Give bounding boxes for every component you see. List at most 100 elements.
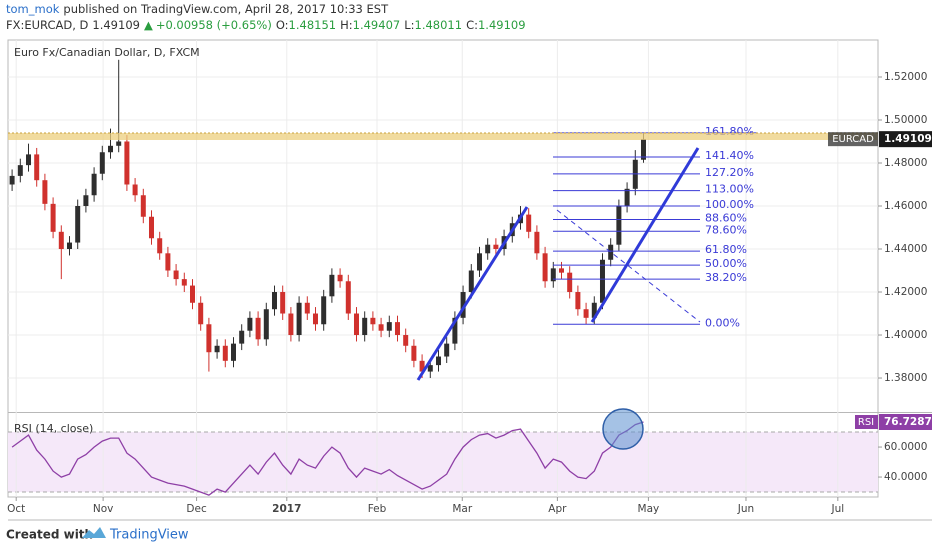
candle-body [148, 216, 154, 239]
price-tag: 1.49109 [884, 133, 932, 145]
published: published on TradingView.com, April 28, … [63, 2, 389, 16]
candle-body [124, 141, 130, 185]
candle-body [157, 238, 163, 254]
candle-body [198, 302, 204, 325]
last-price: 1.49109 [92, 18, 140, 32]
x-tick-label: May [638, 503, 660, 515]
x-tick-label: Jul [830, 503, 844, 515]
candle-body [263, 309, 269, 340]
fib-label: 127.20% [705, 166, 754, 179]
candle-body [468, 270, 474, 293]
candle-body [476, 253, 482, 271]
chart-frame [7, 39, 879, 498]
brand: TradingView [109, 528, 189, 543]
candle-body [206, 324, 212, 353]
resistance-band [8, 133, 878, 140]
candle-body [99, 152, 105, 174]
candle-body [640, 139, 646, 160]
fib-trend [556, 209, 701, 323]
candle-body [460, 292, 466, 318]
symbol-tag-box [828, 132, 878, 147]
author: tom_mok [6, 2, 60, 16]
x-tick-label: Dec [186, 503, 207, 515]
candle-body [403, 335, 409, 346]
rsi-line [11, 421, 644, 496]
fib-label: 100.00% [705, 198, 754, 211]
candle-body [419, 360, 425, 372]
candle-body [444, 343, 450, 357]
candle-body [83, 195, 89, 207]
candle-body [312, 313, 318, 325]
y-tick-label: 40.0000 [884, 471, 927, 483]
candle-body [230, 343, 236, 361]
c-value: 1.49109 [478, 18, 526, 32]
x-tick-label: Oct [7, 503, 25, 515]
candle-body [526, 214, 532, 232]
h-label: H: [340, 18, 353, 32]
trend-line [416, 206, 529, 381]
x-tick-label: Mar [452, 503, 472, 515]
publish-line: tom_mok published on TradingView.com, Apr… [6, 2, 389, 16]
candle-body [616, 206, 622, 245]
candle-body [386, 322, 392, 331]
candle-body [591, 302, 597, 318]
candle-body [25, 154, 31, 166]
y-tick-label: 1.38000 [884, 372, 927, 384]
candle-body [567, 272, 573, 293]
candle-body [452, 317, 458, 344]
candle-body [75, 206, 81, 243]
candle-body [222, 345, 228, 361]
candle-body [189, 285, 195, 303]
candle-body [116, 141, 122, 146]
candle-body [132, 184, 138, 196]
candle-body [280, 292, 286, 314]
candle-body [17, 165, 23, 176]
symbol: FX:EURCAD, D [6, 18, 89, 32]
candle-body [165, 253, 171, 271]
fib-label: 141.40% [705, 149, 754, 162]
rsi-value-box [879, 414, 932, 430]
candle-body [345, 281, 351, 314]
x-tick-label: Feb [368, 503, 387, 515]
candle-body [107, 145, 113, 153]
candle-body [353, 313, 359, 336]
fib-label: 50.00% [705, 257, 747, 270]
x-tick-label: Jun [737, 503, 754, 515]
candle-body [550, 268, 556, 282]
y-tick-label: 1.50000 [884, 114, 927, 126]
trend-line [590, 147, 700, 323]
candle-body [173, 270, 179, 280]
y-tick-label: 1.42000 [884, 286, 927, 298]
price-tag-box [879, 131, 932, 148]
candle-body [214, 345, 220, 353]
rsi-name-box [855, 415, 878, 429]
quote-line: FX:EURCAD, D 1.49109 ▲ +0.00958 (+0.65%) O:1… [6, 18, 526, 32]
candle-body [42, 180, 48, 204]
highlight-circle [602, 408, 644, 450]
candle-body [427, 365, 433, 372]
fib-label: 88.60% [705, 211, 747, 224]
candle-body [542, 253, 548, 282]
candle-body [394, 322, 400, 336]
candle-body [140, 195, 146, 217]
candle-body [66, 242, 72, 250]
x-tick-label: Apr [548, 503, 567, 515]
y-tick-label: 1.48000 [884, 157, 927, 169]
candle-body [370, 317, 376, 325]
candle-body [583, 309, 589, 318]
candle-body [493, 244, 499, 250]
candle-body [337, 274, 343, 282]
rsi-band [8, 432, 878, 493]
x-tick-label: Nov [93, 503, 114, 515]
candle-body [288, 313, 294, 336]
candle-body [329, 274, 335, 297]
c-label: C: [466, 18, 478, 32]
candle-body [362, 317, 368, 336]
y-tick-label: 1.52000 [884, 71, 927, 83]
candle-body [435, 356, 441, 366]
y-tick-label: 60.0000 [884, 441, 927, 453]
rsi-name: RSI [858, 417, 874, 428]
candle-body [575, 292, 581, 310]
y-tick-label: 1.44000 [884, 243, 927, 255]
